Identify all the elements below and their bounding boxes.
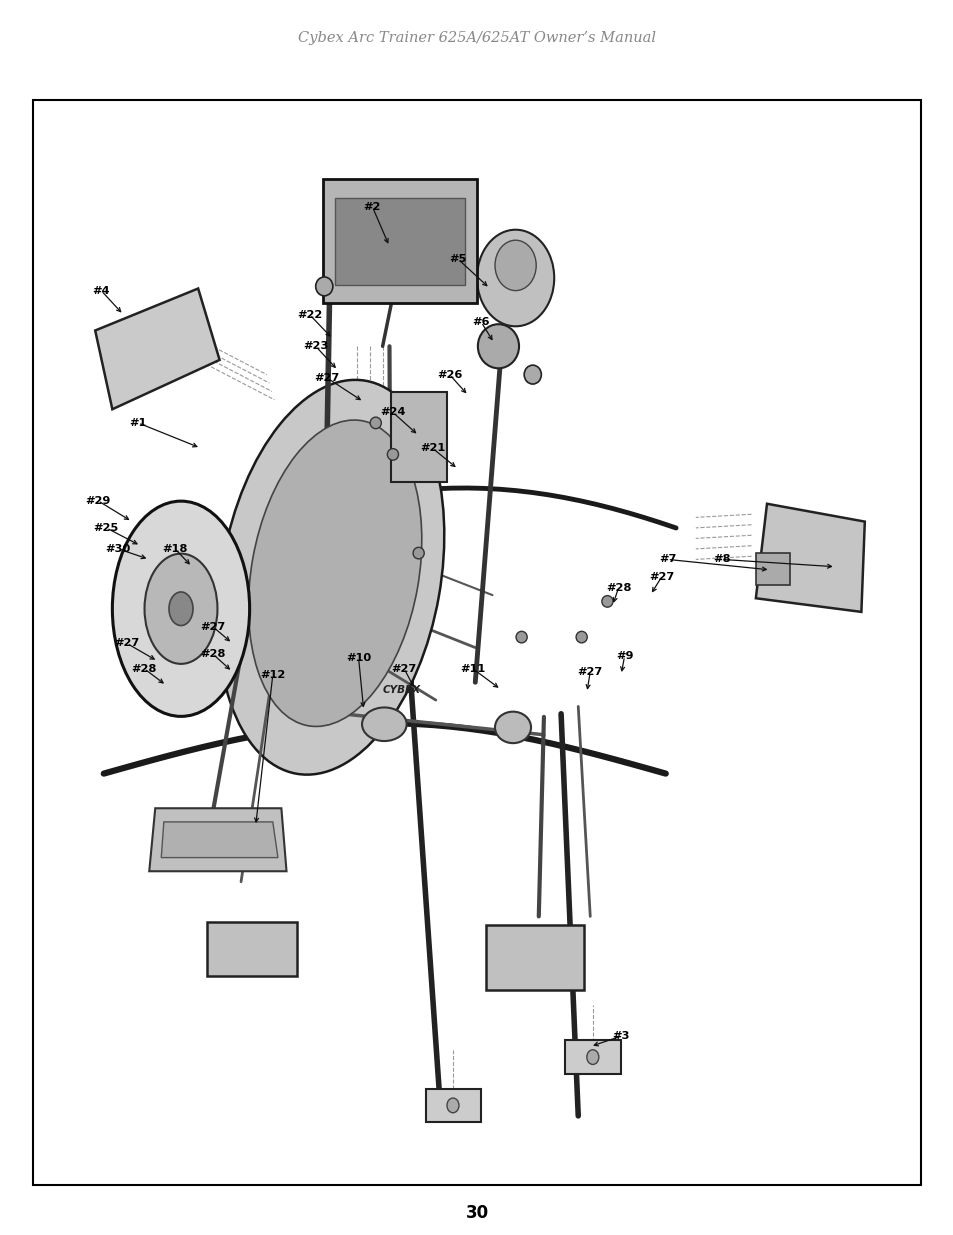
Ellipse shape [586,1050,598,1065]
Text: #25: #25 [93,522,119,532]
Text: #28: #28 [200,648,225,659]
Text: #26: #26 [436,369,462,379]
Polygon shape [755,553,789,584]
Ellipse shape [144,553,217,664]
Bar [322,179,476,304]
Text: #28: #28 [605,583,631,593]
Ellipse shape [601,595,613,608]
Polygon shape [95,289,219,409]
Bar [391,393,447,482]
Text: #27: #27 [314,373,339,383]
Polygon shape [149,808,286,871]
Text: #27: #27 [391,663,416,673]
Text: #7: #7 [659,555,676,564]
Ellipse shape [447,1098,458,1113]
Bar [425,1088,480,1123]
Ellipse shape [112,501,250,716]
Ellipse shape [495,711,531,743]
Text: #1: #1 [130,417,147,427]
Polygon shape [755,504,864,611]
Bar [485,925,583,990]
Bar [565,1040,620,1074]
Text: #2: #2 [363,201,380,211]
Text: #29: #29 [85,495,111,505]
Text: CYBEX: CYBEX [382,684,420,694]
Polygon shape [161,823,277,857]
Text: #21: #21 [419,443,444,453]
Ellipse shape [476,230,554,326]
Text: #22: #22 [296,310,322,320]
Text: #28: #28 [132,663,156,673]
Bar [207,921,296,976]
Ellipse shape [217,380,444,774]
Bar [335,198,464,284]
Ellipse shape [477,325,518,368]
Bar [33,100,920,1186]
Text: #27: #27 [648,572,674,582]
Text: #6: #6 [472,317,490,327]
Text: #27: #27 [200,621,225,631]
Text: #27: #27 [577,667,602,677]
Text: #8: #8 [712,555,729,564]
Ellipse shape [516,631,527,643]
Ellipse shape [413,547,424,559]
Ellipse shape [361,708,406,741]
Ellipse shape [387,448,398,461]
Text: #10: #10 [346,653,371,663]
Ellipse shape [370,417,381,429]
Text: #5: #5 [449,254,466,264]
Text: #23: #23 [303,341,328,351]
Text: #11: #11 [459,663,485,673]
Text: #4: #4 [92,285,110,295]
Ellipse shape [315,277,333,296]
Text: #3: #3 [612,1031,629,1041]
Text: #24: #24 [380,408,405,417]
Text: #9: #9 [616,651,633,661]
Ellipse shape [523,366,540,384]
Ellipse shape [576,631,587,643]
Text: #30: #30 [106,543,131,555]
Text: #12: #12 [260,669,285,680]
Text: 30: 30 [465,1204,488,1221]
Text: #18: #18 [162,543,188,555]
Text: Cybex Arc Trainer 625A/625AT Owner’s Manual: Cybex Arc Trainer 625A/625AT Owner’s Man… [297,31,656,44]
Ellipse shape [169,592,193,626]
Ellipse shape [248,420,421,726]
Ellipse shape [495,240,536,290]
Text: #27: #27 [114,638,139,648]
